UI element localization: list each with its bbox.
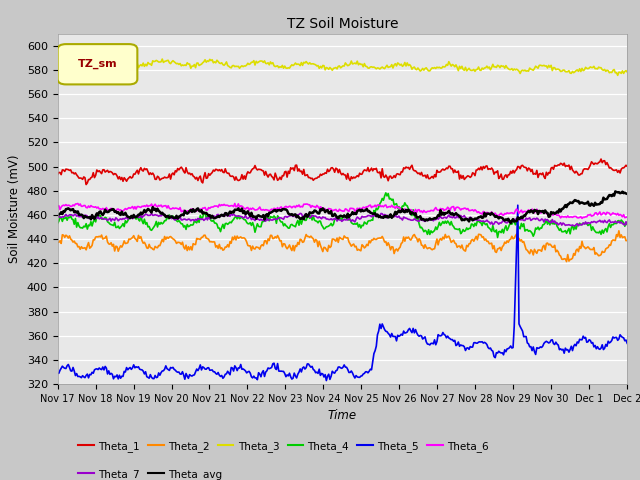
Theta_3 bbox=[614, 72, 621, 78]
Title: TZ Soil Moisture: TZ Soil Moisture bbox=[287, 17, 398, 31]
Theta_4 bbox=[294, 217, 301, 223]
Theta_1 bbox=[572, 168, 580, 174]
Theta_7 bbox=[54, 215, 61, 220]
Theta_1 bbox=[623, 164, 631, 169]
Theta_avg bbox=[572, 198, 580, 204]
Theta_7 bbox=[374, 213, 381, 218]
Theta_5 bbox=[323, 378, 330, 384]
Theta_avg bbox=[54, 213, 61, 218]
Theta_5 bbox=[474, 340, 481, 346]
Theta_6 bbox=[474, 210, 481, 216]
Theta_3 bbox=[232, 63, 240, 69]
Theta_3 bbox=[374, 65, 381, 71]
FancyBboxPatch shape bbox=[58, 44, 138, 84]
Theta_7 bbox=[401, 215, 409, 221]
Line: Theta_2: Theta_2 bbox=[58, 231, 627, 262]
Theta_avg bbox=[623, 191, 631, 197]
Theta_3 bbox=[295, 61, 303, 67]
Theta_4 bbox=[493, 235, 501, 240]
Theta_2 bbox=[294, 240, 301, 245]
Theta_6 bbox=[54, 204, 61, 209]
Theta_1 bbox=[597, 156, 605, 162]
Theta_7 bbox=[573, 221, 581, 227]
Y-axis label: Soil Moisture (mV): Soil Moisture (mV) bbox=[8, 155, 21, 263]
Theta_3 bbox=[401, 60, 409, 65]
Theta_6 bbox=[572, 214, 580, 219]
Line: Theta_5: Theta_5 bbox=[58, 205, 627, 381]
Theta_avg bbox=[400, 209, 408, 215]
Theta_7 bbox=[231, 213, 239, 218]
Theta_5 bbox=[374, 332, 381, 337]
Line: Theta_4: Theta_4 bbox=[58, 193, 627, 238]
Theta_5 bbox=[514, 203, 522, 208]
Theta_6 bbox=[623, 214, 631, 220]
Theta_6 bbox=[578, 216, 586, 221]
Theta_6 bbox=[74, 201, 82, 206]
Theta_1 bbox=[232, 174, 240, 180]
X-axis label: Time: Time bbox=[328, 409, 357, 422]
Theta_4 bbox=[382, 190, 390, 196]
Theta_5 bbox=[623, 340, 631, 346]
Theta_1 bbox=[374, 169, 381, 175]
Line: Theta_7: Theta_7 bbox=[58, 214, 627, 226]
Line: Theta_1: Theta_1 bbox=[58, 159, 627, 184]
Theta_2 bbox=[400, 234, 408, 240]
Theta_2 bbox=[472, 233, 480, 239]
Theta_2 bbox=[231, 233, 239, 239]
Theta_2 bbox=[623, 238, 631, 243]
Theta_5 bbox=[294, 372, 301, 377]
Theta_2 bbox=[615, 228, 623, 234]
Theta_avg bbox=[231, 207, 239, 213]
Theta_7 bbox=[296, 211, 304, 216]
Theta_5 bbox=[54, 371, 61, 376]
Theta_7 bbox=[623, 221, 631, 227]
Theta_3 bbox=[623, 69, 631, 75]
Theta_7 bbox=[571, 223, 579, 229]
Theta_4 bbox=[54, 220, 61, 226]
Theta_4 bbox=[474, 218, 481, 224]
Theta_avg bbox=[472, 216, 480, 222]
Theta_avg bbox=[294, 213, 301, 219]
Theta_2 bbox=[572, 248, 580, 253]
Theta_1 bbox=[54, 171, 61, 177]
Theta_avg bbox=[611, 189, 619, 194]
Line: Theta_avg: Theta_avg bbox=[58, 192, 627, 223]
Theta_1 bbox=[474, 167, 481, 173]
Theta_6 bbox=[295, 202, 303, 208]
Theta_avg bbox=[507, 220, 515, 226]
Theta_6 bbox=[232, 204, 240, 210]
Theta_1 bbox=[401, 166, 409, 171]
Theta_3 bbox=[572, 68, 580, 73]
Theta_5 bbox=[401, 330, 409, 336]
Theta_4 bbox=[623, 222, 631, 228]
Theta_2 bbox=[372, 237, 380, 242]
Theta_7 bbox=[294, 212, 301, 218]
Theta_6 bbox=[401, 206, 409, 212]
Theta_6 bbox=[374, 202, 381, 208]
Theta_2 bbox=[54, 240, 61, 245]
Theta_4 bbox=[573, 222, 581, 228]
Line: Theta_6: Theta_6 bbox=[58, 204, 627, 218]
Theta_7 bbox=[474, 217, 481, 223]
Theta_3 bbox=[65, 52, 72, 58]
Theta_2 bbox=[563, 259, 570, 264]
Text: TZ_sm: TZ_sm bbox=[77, 59, 117, 69]
Theta_avg bbox=[372, 213, 380, 219]
Theta_4 bbox=[231, 215, 239, 220]
Line: Theta_3: Theta_3 bbox=[58, 55, 627, 75]
Theta_1 bbox=[83, 181, 90, 187]
Theta_5 bbox=[573, 339, 581, 345]
Theta_5 bbox=[231, 363, 239, 369]
Theta_3 bbox=[54, 56, 61, 62]
Legend: Theta_7, Theta_avg: Theta_7, Theta_avg bbox=[74, 465, 226, 480]
Theta_4 bbox=[372, 205, 380, 211]
Theta_4 bbox=[401, 200, 409, 206]
Theta_3 bbox=[474, 67, 481, 72]
Theta_1 bbox=[295, 166, 303, 172]
